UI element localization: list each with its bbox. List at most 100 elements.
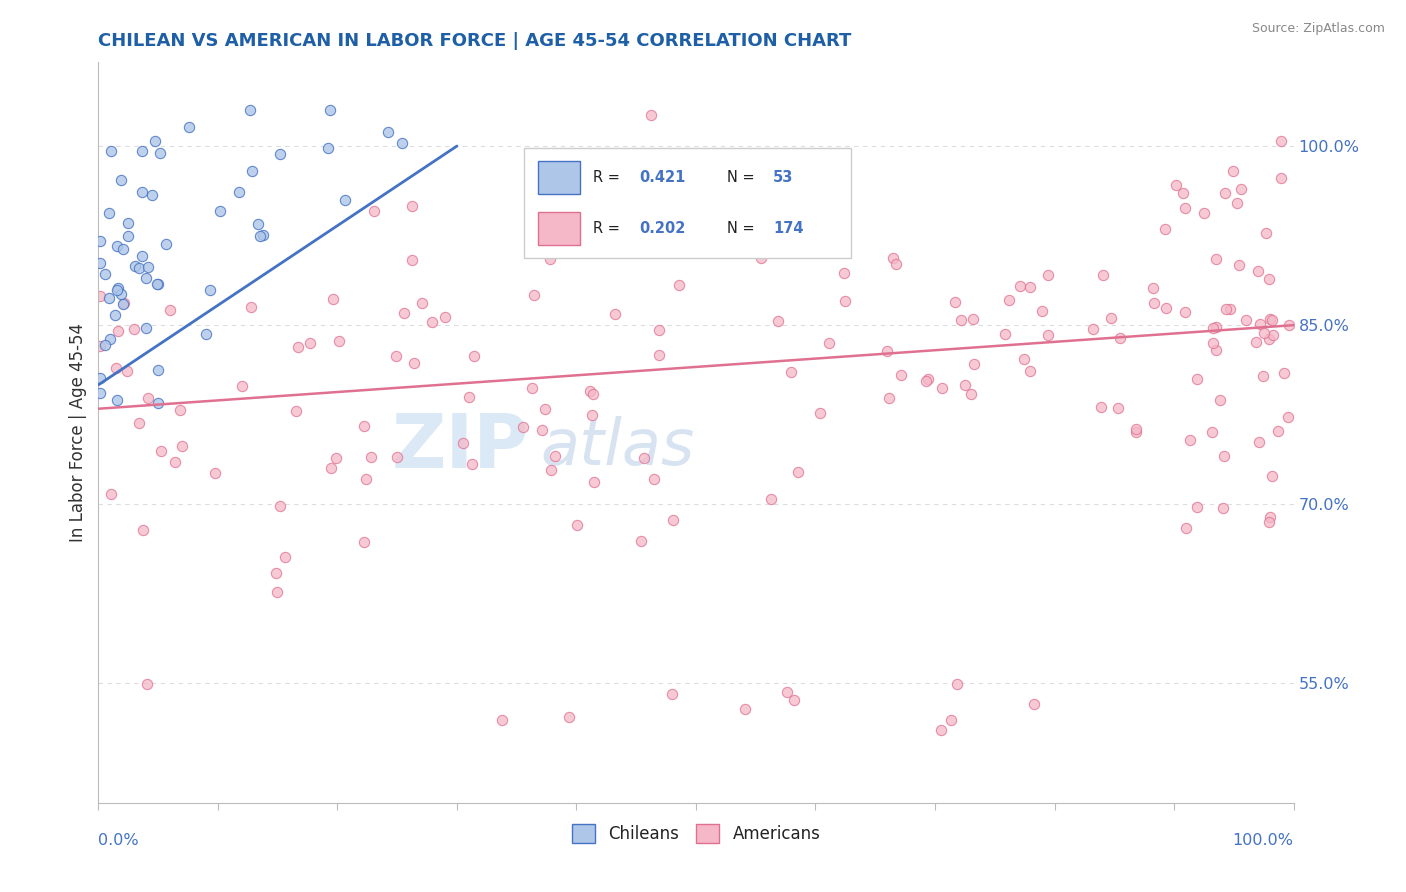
- Point: [1185, 372, 1208, 386]
- Point: [239, 103, 262, 118]
- Point: [204, 466, 226, 480]
- Point: [1226, 196, 1249, 211]
- Point: [543, 449, 565, 463]
- Point: [1019, 280, 1042, 294]
- Point: [105, 361, 128, 376]
- Point: [170, 439, 193, 453]
- Point: [177, 120, 200, 134]
- Point: [453, 436, 475, 450]
- Point: [112, 296, 135, 310]
- Point: [1208, 392, 1230, 407]
- Point: [1024, 697, 1046, 711]
- Point: [1260, 468, 1282, 483]
- Point: [1036, 327, 1059, 342]
- Point: [135, 677, 157, 691]
- Point: [512, 420, 534, 434]
- Point: [1258, 272, 1281, 286]
- Point: [943, 295, 966, 310]
- Point: [385, 450, 408, 464]
- Point: [89, 234, 111, 248]
- Point: [1270, 171, 1292, 186]
- Point: [734, 702, 756, 716]
- Point: [998, 293, 1021, 308]
- Point: [159, 303, 181, 318]
- Point: [132, 524, 155, 538]
- Point: [1154, 221, 1177, 235]
- Point: [299, 336, 322, 351]
- Point: [321, 461, 343, 475]
- Point: [124, 259, 146, 273]
- Point: [1254, 227, 1277, 241]
- Point: [252, 227, 274, 242]
- Point: [98, 332, 121, 346]
- Legend: Chileans, Americans: Chileans, Americans: [565, 817, 827, 850]
- Point: [832, 266, 855, 280]
- Point: [1010, 278, 1032, 293]
- Point: [1175, 520, 1198, 534]
- Point: [882, 251, 904, 265]
- Point: [1253, 369, 1275, 384]
- Point: [1270, 134, 1292, 148]
- Point: [89, 288, 111, 302]
- Point: [136, 260, 159, 274]
- Point: [1174, 304, 1197, 318]
- Point: [808, 405, 831, 419]
- Point: [89, 371, 111, 385]
- Point: [1202, 320, 1225, 334]
- Point: [817, 335, 839, 350]
- Text: R =: R =: [593, 221, 624, 236]
- Point: [411, 296, 433, 310]
- Point: [155, 237, 177, 252]
- Point: [94, 267, 117, 281]
- Point: [360, 450, 382, 465]
- Point: [104, 308, 127, 322]
- Point: [886, 257, 908, 271]
- Point: [322, 293, 344, 307]
- Point: [661, 513, 683, 527]
- Point: [1212, 500, 1234, 515]
- Point: [1272, 367, 1295, 381]
- Point: [749, 252, 772, 266]
- Point: [1205, 320, 1227, 334]
- Point: [522, 381, 544, 395]
- Point: [105, 283, 128, 297]
- Point: [115, 364, 138, 378]
- Point: [266, 585, 288, 599]
- Point: [579, 384, 602, 398]
- Text: atlas: atlas: [541, 417, 695, 478]
- Point: [269, 499, 291, 513]
- Text: ZIP: ZIP: [391, 411, 529, 484]
- Text: Source: ZipAtlas.com: Source: ZipAtlas.com: [1251, 22, 1385, 36]
- Point: [668, 277, 690, 292]
- Point: [759, 491, 782, 506]
- Point: [143, 134, 166, 148]
- Point: [145, 277, 167, 292]
- Text: N =: N =: [727, 221, 759, 236]
- Point: [1143, 295, 1166, 310]
- Point: [1213, 449, 1236, 463]
- Point: [1219, 301, 1241, 316]
- Point: [1154, 301, 1177, 315]
- Point: [780, 366, 803, 380]
- Point: [377, 125, 399, 139]
- Point: [404, 356, 426, 370]
- Text: 0.202: 0.202: [638, 221, 685, 236]
- Point: [401, 198, 423, 212]
- Point: [558, 710, 581, 724]
- Point: [117, 229, 139, 244]
- Point: [648, 323, 671, 337]
- Point: [1125, 425, 1147, 439]
- Point: [1194, 206, 1216, 220]
- Point: [1277, 409, 1299, 424]
- Text: N =: N =: [727, 170, 759, 186]
- Point: [240, 164, 263, 178]
- Point: [135, 270, 157, 285]
- Point: [1215, 301, 1237, 316]
- Point: [148, 277, 170, 292]
- Text: 0.421: 0.421: [638, 170, 685, 186]
- Point: [208, 203, 231, 218]
- Point: [1213, 186, 1236, 201]
- Point: [523, 288, 546, 302]
- Point: [1244, 335, 1267, 350]
- Point: [946, 677, 969, 691]
